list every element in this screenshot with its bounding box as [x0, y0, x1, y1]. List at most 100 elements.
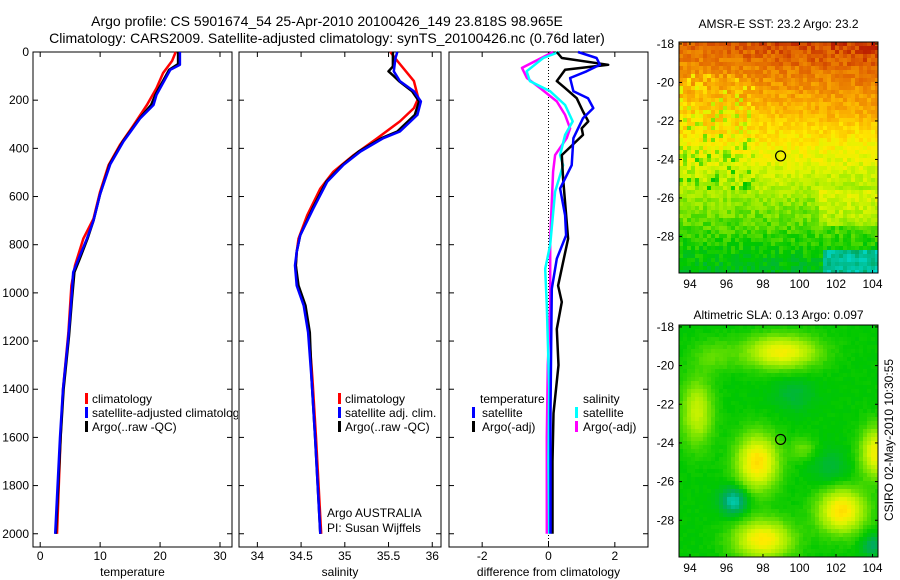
heatmap-cell — [723, 405, 728, 410]
heatmap-cell — [707, 325, 712, 330]
heatmap-cell — [783, 461, 788, 466]
heatmap-cell — [863, 270, 868, 274]
heatmap-cell — [815, 333, 820, 338]
heatmap-cell — [779, 254, 784, 259]
heatmap-cell — [831, 413, 836, 418]
heatmap-cell — [723, 210, 728, 215]
heatmap-cell — [715, 465, 720, 470]
heatmap-cell — [751, 226, 756, 231]
heatmap-cell — [767, 42, 772, 47]
heatmap-cell — [703, 66, 708, 71]
heatmap-cell — [695, 202, 700, 207]
heatmap-cell — [847, 182, 852, 187]
heatmap-cell — [691, 226, 696, 231]
heatmap-cell — [719, 50, 724, 55]
heatmap-cell — [707, 162, 712, 167]
heatmap-cell — [731, 214, 736, 219]
heatmap-cell — [759, 457, 764, 462]
heatmap-cell — [695, 266, 700, 271]
heatmap-cell — [859, 349, 864, 354]
heatmap-cell — [791, 78, 796, 83]
heatmap-cell — [751, 210, 756, 215]
heatmap-cell — [687, 106, 692, 111]
heatmap-cell — [823, 449, 828, 454]
heatmap-cell — [823, 222, 828, 227]
heatmap-cell — [807, 90, 812, 95]
heatmap-cell — [787, 186, 792, 191]
heatmap-cell — [727, 62, 732, 67]
heatmap-cell — [763, 222, 768, 227]
heatmap-cell — [711, 142, 716, 147]
heatmap-cell — [827, 102, 832, 107]
heatmap-cell — [727, 154, 732, 159]
heatmap-cell — [691, 405, 696, 410]
heatmap-cell — [707, 234, 712, 239]
heatmap-cell — [859, 246, 864, 251]
heatmap-cell — [707, 349, 712, 354]
heatmap-cell — [859, 357, 864, 362]
heatmap-cell — [771, 170, 776, 175]
heatmap-cell — [691, 174, 696, 179]
heatmap-cell — [799, 242, 804, 247]
heatmap-cell — [803, 413, 808, 418]
heatmap-cell — [695, 413, 700, 418]
heatmap-cell — [739, 329, 744, 334]
heatmap-cell — [687, 465, 692, 470]
heatmap-cell — [699, 150, 704, 155]
heatmap-cell — [755, 158, 760, 163]
heatmap-cell — [747, 437, 752, 442]
heatmap-cell — [851, 349, 856, 354]
heatmap-cell — [711, 377, 716, 382]
heatmap-cell — [759, 186, 764, 191]
heatmap-cell — [739, 385, 744, 390]
heatmap-cell — [875, 90, 879, 95]
heatmap-cell — [863, 94, 868, 99]
heatmap-cell — [847, 377, 852, 382]
heatmap-cell — [787, 381, 792, 386]
heatmap-cell — [703, 186, 708, 191]
heatmap-cell — [875, 465, 879, 470]
heatmap-cell — [791, 238, 796, 243]
heatmap-cell — [875, 389, 879, 394]
heatmap-cell — [763, 190, 768, 195]
heatmap-cell — [687, 262, 692, 267]
heatmap-cell — [819, 473, 824, 478]
heatmap-cell — [771, 182, 776, 187]
heatmap-cell — [735, 409, 740, 414]
heatmap-cell — [819, 333, 824, 338]
heatmap-cell — [751, 218, 756, 223]
heatmap-cell — [771, 214, 776, 219]
heatmap-cell — [723, 74, 728, 79]
heatmap-cell — [711, 158, 716, 163]
heatmap-cell — [831, 385, 836, 390]
heatmap-cell — [875, 50, 879, 55]
heatmap-cell — [855, 114, 860, 119]
heatmap-cell — [699, 254, 704, 259]
heatmap-cell — [707, 90, 712, 95]
heatmap-cell — [763, 361, 768, 366]
heatmap-cell — [763, 429, 768, 434]
heatmap-cell — [867, 453, 872, 458]
map-frame — [678, 41, 879, 274]
heatmap-cell — [747, 186, 752, 191]
heatmap-cell — [687, 134, 692, 139]
heatmap-cell — [807, 146, 812, 151]
heatmap-cell — [835, 122, 840, 127]
heatmap-cell — [831, 142, 836, 147]
heatmap-cell — [863, 254, 868, 259]
heatmap-cell — [727, 345, 732, 350]
heatmap-cell — [679, 82, 684, 87]
heatmap-cell — [759, 206, 764, 211]
heatmap-cell — [779, 234, 784, 239]
heatmap-cell — [867, 393, 872, 398]
heatmap-cell — [867, 441, 872, 446]
heatmap-cell — [803, 401, 808, 406]
heatmap-cell — [747, 405, 752, 410]
heatmap-cell — [695, 106, 700, 111]
heatmap-cell — [811, 150, 816, 155]
heatmap-cell — [787, 465, 792, 470]
heatmap-cell — [859, 102, 864, 107]
heatmap-cell — [687, 206, 692, 211]
heatmap-cell — [779, 90, 784, 95]
